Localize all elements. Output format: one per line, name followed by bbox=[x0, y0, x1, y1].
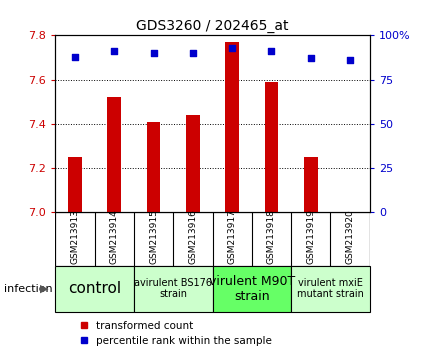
Point bbox=[111, 48, 118, 54]
Text: control: control bbox=[68, 281, 121, 296]
Point bbox=[150, 50, 157, 56]
Point bbox=[307, 56, 314, 61]
Text: virulent M90T
strain: virulent M90T strain bbox=[209, 274, 295, 303]
Point bbox=[71, 54, 78, 59]
Text: virulent mxiE
mutant strain: virulent mxiE mutant strain bbox=[297, 278, 364, 299]
Text: ▶: ▶ bbox=[40, 284, 49, 293]
Text: GSM213919: GSM213919 bbox=[306, 209, 315, 264]
Bar bbox=[304, 157, 317, 212]
FancyBboxPatch shape bbox=[134, 266, 212, 312]
Title: GDS3260 / 202465_at: GDS3260 / 202465_at bbox=[136, 19, 289, 33]
FancyBboxPatch shape bbox=[55, 266, 134, 312]
Bar bbox=[225, 42, 239, 212]
Bar bbox=[186, 115, 200, 212]
Text: GSM213917: GSM213917 bbox=[228, 209, 237, 264]
Text: GSM213918: GSM213918 bbox=[267, 209, 276, 264]
Text: GSM213920: GSM213920 bbox=[346, 209, 354, 264]
Point bbox=[268, 48, 275, 54]
Legend: transformed count, percentile rank within the sample: transformed count, percentile rank withi… bbox=[76, 317, 276, 350]
Bar bbox=[68, 157, 82, 212]
Text: GSM213915: GSM213915 bbox=[149, 209, 158, 264]
Point bbox=[190, 50, 196, 56]
FancyBboxPatch shape bbox=[291, 266, 370, 312]
Bar bbox=[265, 82, 278, 212]
Bar bbox=[147, 122, 160, 212]
Bar bbox=[108, 97, 121, 212]
Text: GSM213916: GSM213916 bbox=[188, 209, 197, 264]
Text: GSM213913: GSM213913 bbox=[71, 209, 79, 264]
Point bbox=[347, 57, 354, 63]
Text: GSM213914: GSM213914 bbox=[110, 209, 119, 264]
Text: infection: infection bbox=[4, 284, 53, 293]
Point bbox=[229, 45, 235, 51]
FancyBboxPatch shape bbox=[212, 266, 291, 312]
Text: avirulent BS176
strain: avirulent BS176 strain bbox=[134, 278, 212, 299]
